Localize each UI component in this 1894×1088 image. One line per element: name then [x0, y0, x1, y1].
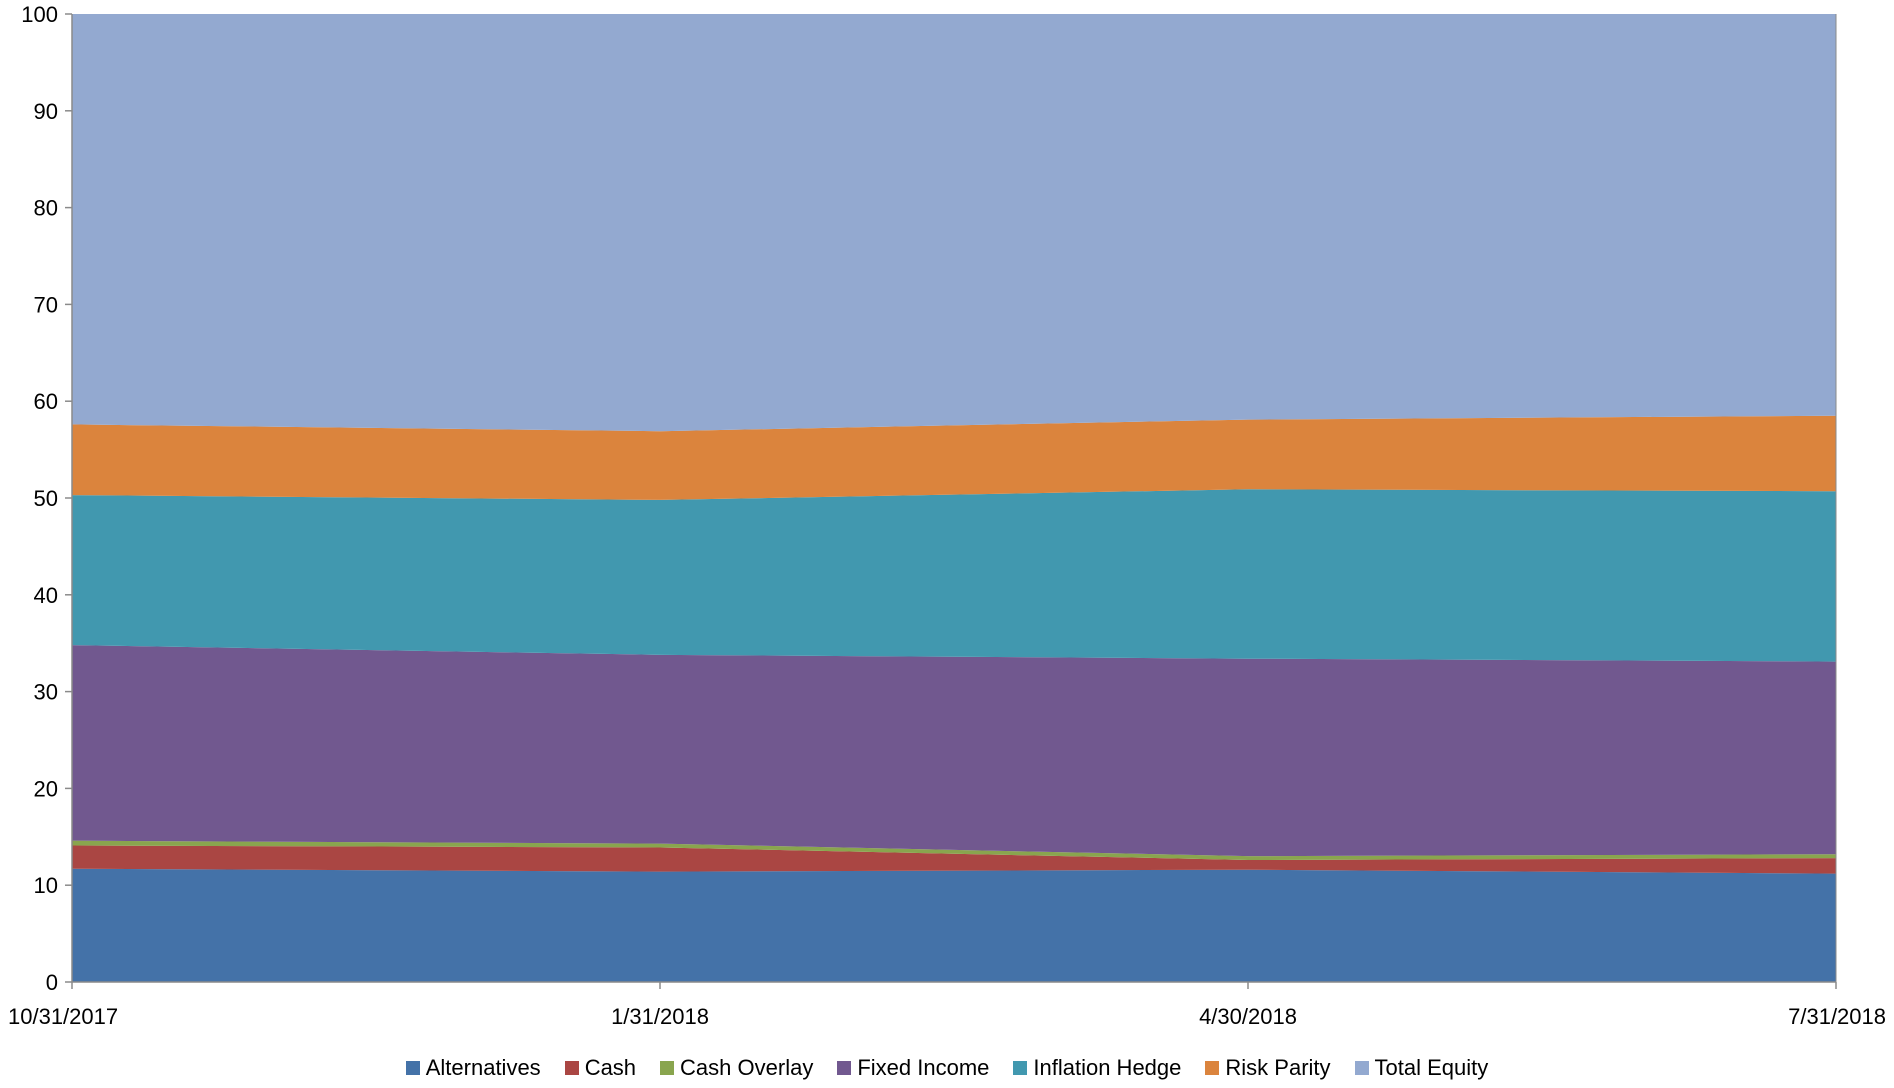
legend-label: Fixed Income: [857, 1055, 990, 1080]
area-inflation-hedge: [72, 489, 1836, 662]
y-tick-label: 30: [34, 680, 58, 705]
legend-swatch: [405, 1061, 420, 1075]
area-alternatives: [72, 868, 1836, 982]
area-risk-parity: [72, 415, 1836, 500]
area-cash: [72, 845, 1836, 874]
legend-swatch: [564, 1061, 579, 1075]
y-tick-label: 20: [34, 776, 58, 801]
legend-label: Total Equity: [1374, 1055, 1489, 1080]
y-tick-label: 70: [34, 292, 58, 317]
legend-swatch: [1205, 1061, 1220, 1075]
legend-item-total-equity: Total Equity: [1354, 1055, 1489, 1081]
legend-label: Cash: [584, 1055, 637, 1080]
legend-label: Risk Parity: [1225, 1055, 1331, 1080]
y-tick-label: 100: [21, 2, 58, 27]
y-tick-label: 0: [46, 970, 58, 995]
area-total-equity: [72, 14, 1836, 432]
chart-legend: Alternatives Cash Cash Overlay Fixed Income…: [0, 1055, 1894, 1081]
x-tick-label: 7/31/2018: [1788, 1004, 1886, 1029]
legend-swatch: [1013, 1061, 1028, 1075]
x-tick-label: 10/31/2017: [8, 1004, 118, 1029]
legend-label: Cash Overlay: [680, 1055, 814, 1080]
legend-item-inflation-hedge: Inflation Hedge: [1013, 1055, 1181, 1081]
x-tick-label: 4/30/2018: [1199, 1004, 1297, 1029]
legend-swatch: [837, 1061, 852, 1075]
legend-swatch: [660, 1061, 675, 1075]
legend-label: Alternatives: [425, 1055, 541, 1080]
legend-item-risk-parity: Risk Parity: [1205, 1055, 1331, 1081]
y-tick-label: 90: [34, 99, 58, 124]
legend-label: Inflation Hedge: [1033, 1055, 1182, 1080]
stacked-area-chart: 0 10 20 30 40 50 60 70 80 90 100 10/31/2017 1/31/201…: [8, 2, 1886, 1029]
legend-item-cash-overlay: Cash Overlay: [660, 1055, 813, 1081]
legend-item-alternatives: Alternatives: [405, 1055, 541, 1081]
y-tick-label: 50: [34, 486, 58, 511]
y-tick-label: 60: [34, 389, 58, 414]
legend-item-cash: Cash: [564, 1055, 637, 1081]
area-fixed-income: [72, 645, 1836, 857]
legend-swatch: [1354, 1061, 1369, 1075]
y-tick-label: 80: [34, 196, 58, 221]
y-tick-label: 10: [34, 873, 58, 898]
y-tick-label: 40: [34, 583, 58, 608]
x-tick-label: 1/31/2018: [611, 1004, 709, 1029]
area-cash-overlay: [72, 840, 1836, 861]
legend-item-fixed-income: Fixed Income: [837, 1055, 989, 1081]
